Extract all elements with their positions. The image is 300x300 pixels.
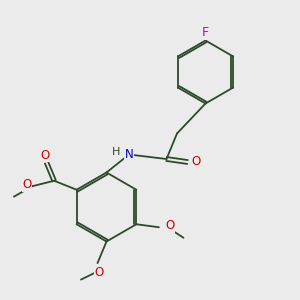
Text: O: O bbox=[40, 149, 50, 162]
Text: F: F bbox=[202, 26, 209, 40]
Text: O: O bbox=[166, 219, 175, 232]
Text: N: N bbox=[124, 148, 134, 161]
Text: O: O bbox=[22, 178, 32, 191]
Text: O: O bbox=[94, 266, 103, 279]
Text: H: H bbox=[112, 146, 121, 157]
Text: O: O bbox=[191, 155, 200, 169]
